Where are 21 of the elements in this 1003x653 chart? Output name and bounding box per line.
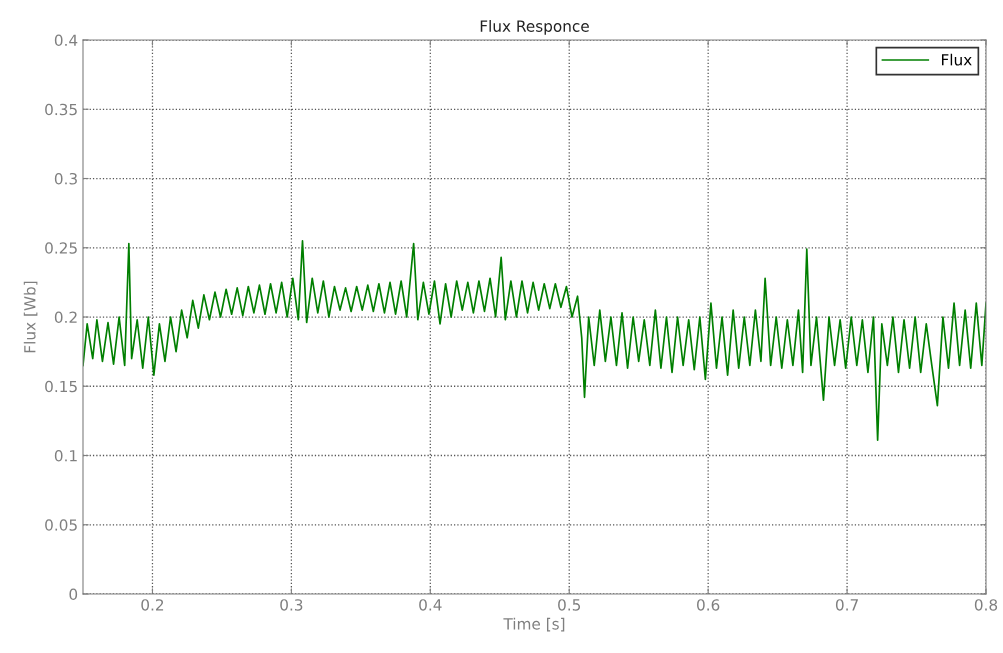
y-axis-title: Flux [Wb]	[23, 281, 38, 353]
y-tick-label: 0.3	[54, 172, 77, 185]
x-axis-title: Time [s]	[503, 617, 565, 632]
chart-title: Flux Responce	[480, 20, 589, 35]
legend-label: Flux	[941, 53, 972, 66]
x-tick-label: 0.5	[558, 599, 581, 611]
y-tick-label: 0	[69, 588, 78, 601]
y-tick-label: 0.35	[45, 103, 77, 116]
x-tick-label: 0.7	[835, 599, 858, 611]
line-series	[83, 239, 986, 442]
y-tick-label: 0.1	[54, 449, 77, 462]
x-tick-label: 0.2	[141, 599, 164, 611]
x-tick-label: 0.4	[419, 599, 442, 611]
y-tick-label: 0.2	[54, 311, 77, 324]
y-tick-label: 0.05	[45, 519, 77, 531]
x-tick-label: 0.6	[697, 599, 720, 611]
x-tick-label: 0.8	[974, 599, 998, 611]
x-tick-label: 0.3	[280, 599, 303, 611]
y-tick-label: 0.4	[54, 34, 78, 47]
y-tick-label: 0.25	[45, 242, 77, 254]
y-tick-label: 0.15	[45, 380, 77, 393]
